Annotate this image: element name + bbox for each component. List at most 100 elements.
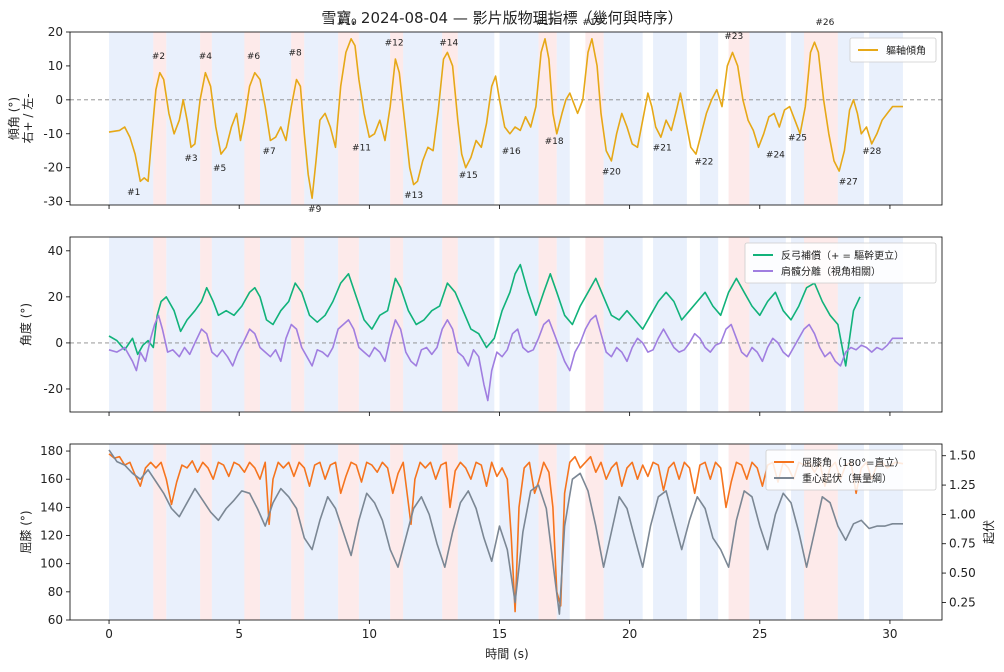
- legend: 軀軸傾角: [849, 37, 937, 63]
- phase-band-red: [153, 237, 167, 412]
- phase-band-red: [244, 237, 261, 412]
- peak-label: #12: [385, 39, 404, 49]
- peak-label: #10: [338, 18, 357, 28]
- y-tick-label: 20: [48, 25, 63, 39]
- phase-band-blue: [499, 237, 539, 412]
- plot-frame: [69, 31, 943, 206]
- y-tick-label: 160: [40, 472, 63, 486]
- peak-label: #27: [839, 178, 858, 188]
- phase-band-blue: [457, 237, 495, 412]
- peak-label: #13: [404, 191, 423, 201]
- peak-label: #14: [439, 39, 458, 49]
- phase-band-blue: [699, 237, 719, 412]
- phase-band-blue: [304, 444, 339, 620]
- legend-box: [765, 449, 937, 491]
- panel-1: #1 #2 #3 #4 #5 #6 #7 #8 #9 #10 #11 #12 #13 #14 #15 #16 #…: [7, 18, 943, 215]
- series-line-1: [108, 38, 903, 199]
- phase-band-blue: [699, 32, 719, 205]
- x-tick-label: 20: [622, 627, 637, 641]
- phase-band-red: [538, 237, 557, 412]
- phase-band-red: [390, 32, 404, 205]
- legend: 反弓補償（+ = 驅幹更立） 肩髖分離（視角相關）: [744, 242, 937, 284]
- y-right-axis-label: 起伏: [982, 520, 996, 544]
- y-axis-label: 屈膝 (°): [19, 510, 33, 553]
- y-tick-label: 40: [48, 244, 63, 258]
- y-tick-label: -20: [43, 382, 63, 396]
- x-tick-label: 10: [362, 627, 377, 641]
- peak-label: #20: [602, 167, 621, 177]
- peak-label: #24: [766, 151, 785, 161]
- phase-band-red: [442, 444, 458, 620]
- phase-band-blue: [260, 237, 292, 412]
- y-right-tick-label: 1.25: [949, 478, 976, 492]
- plot-frame: [69, 443, 943, 621]
- y-tick-label: 80: [48, 585, 63, 599]
- phase-band-red: [390, 444, 404, 620]
- phase-band-red: [538, 444, 557, 620]
- legend-entry: 反弓補償（+ = 驅幹更立）: [781, 249, 904, 262]
- legend-entry: 重心起伏（無量綱）: [802, 472, 892, 485]
- peak-label: #28: [862, 147, 881, 157]
- phase-band-red: [585, 32, 604, 205]
- phase-band-blue: [499, 444, 539, 620]
- phase-band-red: [338, 32, 359, 205]
- phase-band-blue: [211, 237, 245, 412]
- phase-band-red: [585, 237, 604, 412]
- series-line-1: [108, 263, 861, 367]
- y-right-tick-label: 1.50: [949, 449, 976, 463]
- x-tick-label: 5: [235, 627, 243, 641]
- phase-band-red: [728, 32, 750, 205]
- x-axis-label: 時間 (s): [485, 647, 528, 661]
- peak-label: #2: [152, 52, 165, 62]
- y-tick-label: -30: [43, 195, 63, 209]
- phase-band-red: [804, 32, 838, 205]
- y-tick-label: 0: [55, 93, 63, 107]
- peak-label: #6: [247, 52, 261, 62]
- y-tick-label: 20: [48, 290, 63, 304]
- phase-band-red: [728, 237, 750, 412]
- peak-label: #4: [199, 52, 213, 62]
- phase-band-blue: [358, 32, 391, 205]
- peak-label: #11: [352, 144, 371, 154]
- peak-label: #22: [694, 157, 713, 167]
- panels: #1 #2 #3 #4 #5 #6 #7 #8 #9 #10 #11 #12 #13 #14 #15 #16 #…: [7, 18, 996, 641]
- phase-band-blue: [556, 32, 570, 205]
- phase-band-blue: [109, 32, 154, 205]
- x-tick-label: 15: [492, 627, 507, 641]
- y-tick-label: -10: [43, 127, 63, 141]
- peak-label: #17: [536, 18, 555, 28]
- x-tick-label: 25: [752, 627, 767, 641]
- legend-entry: 屈膝角（180°=直立）: [802, 456, 904, 469]
- phase-band-red: [200, 32, 212, 205]
- y-right-tick-label: 0.25: [949, 595, 976, 609]
- peak-label: #26: [815, 18, 834, 28]
- phase-band-red: [390, 237, 404, 412]
- y-tick-label: -20: [43, 161, 63, 175]
- plot-frame: [69, 236, 943, 413]
- phase-band-blue: [211, 32, 245, 205]
- y-tick-label: 120: [40, 529, 63, 543]
- phase-band-red: [200, 237, 212, 412]
- legend: 屈膝角（180°=直立） 重心起伏（無量綱）: [765, 449, 937, 491]
- phase-band-red: [153, 444, 167, 620]
- phase-band-red: [538, 32, 557, 205]
- phase-band-blue: [403, 237, 443, 412]
- y-right-tick-label: 1.00: [949, 507, 976, 521]
- peak-label: #15: [459, 171, 478, 181]
- peak-label: #19: [582, 18, 601, 28]
- y-right-tick-label: 0.50: [949, 566, 976, 580]
- phase-band-blue: [791, 32, 805, 205]
- phase-band-blue: [166, 237, 201, 412]
- peak-label: #9: [308, 205, 322, 215]
- phase-band-red: [200, 444, 212, 620]
- series-line-1: [108, 453, 904, 613]
- phase-band-blue: [109, 237, 154, 412]
- phase-band-blue: [699, 444, 719, 620]
- peak-label: #7: [262, 147, 275, 157]
- peak-label: #8: [289, 49, 303, 59]
- phase-band-red: [728, 444, 750, 620]
- x-tick-label: 0: [105, 627, 113, 641]
- phase-band-blue: [499, 32, 539, 205]
- phase-band-blue: [653, 237, 687, 412]
- y-tick-label: 180: [40, 444, 63, 458]
